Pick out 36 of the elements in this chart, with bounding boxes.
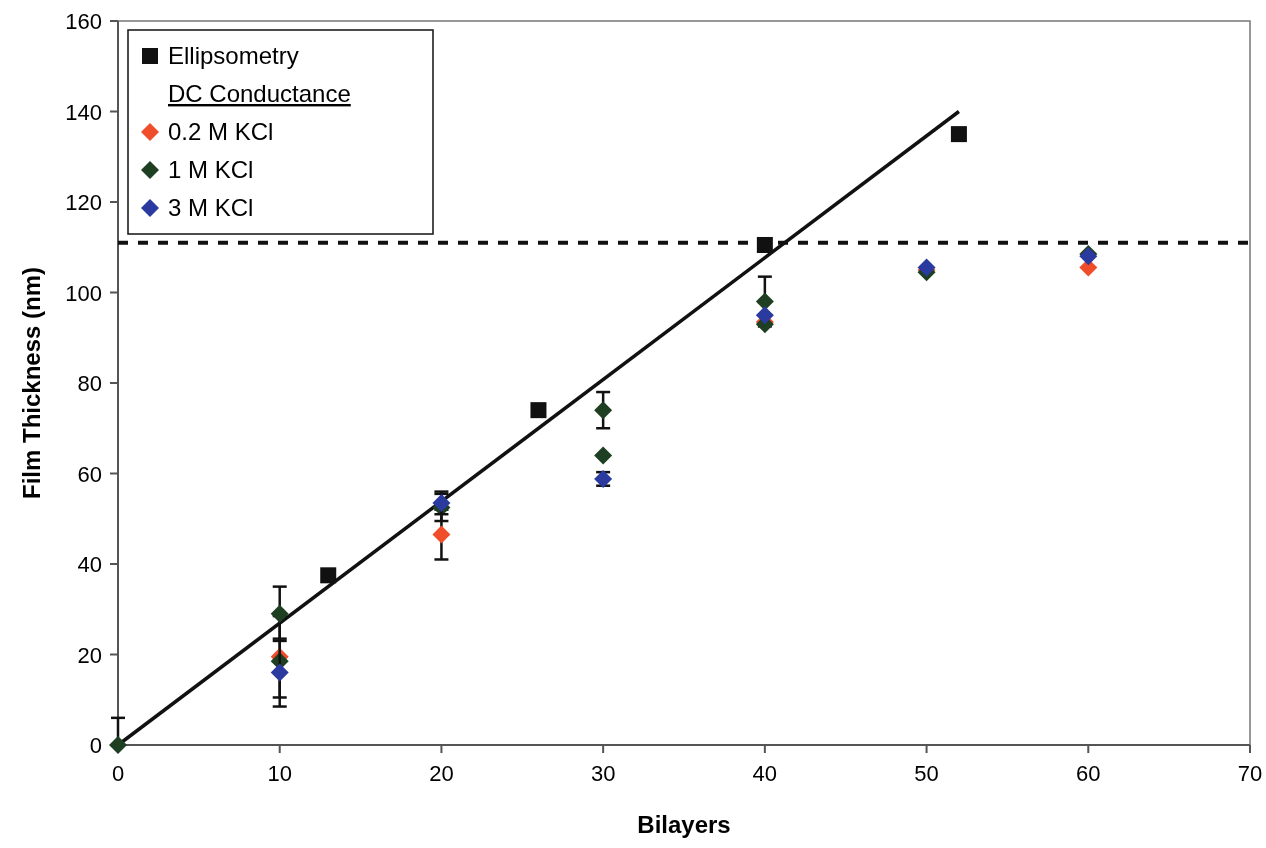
point (756, 236, 773, 253)
y-tick-label: 120 (65, 190, 102, 215)
point (594, 446, 613, 465)
y-tick-label: 80 (77, 371, 102, 396)
legend-label: Ellipsometry (168, 42, 299, 69)
y-tick-label: 100 (65, 280, 102, 306)
x-tick-label: 60 (1076, 761, 1101, 786)
point (530, 402, 547, 419)
point (270, 604, 289, 623)
y-tick-label: 20 (77, 642, 102, 668)
point (755, 292, 774, 311)
point (950, 126, 967, 143)
point (432, 525, 451, 544)
y-tick-label: 0 (89, 733, 102, 758)
point (270, 663, 289, 682)
x-tick-label: 70 (1237, 761, 1263, 786)
point (755, 306, 774, 325)
annotation: DC Conductance (168, 80, 351, 107)
legend-label: 1 M KCl (168, 156, 254, 183)
x-tick-label: 20 (429, 761, 454, 786)
x-axis-title: Bilayers (637, 811, 731, 838)
point (320, 567, 337, 584)
point (109, 736, 127, 754)
point (594, 401, 613, 420)
y-tick-label: 40 (77, 552, 102, 577)
y-axis-title: Film Thickness (nm) (18, 266, 45, 500)
x-tick-label: 0 (111, 761, 125, 786)
x-tick-label: 30 (590, 761, 616, 786)
x-tick-label: 50 (914, 761, 939, 786)
x-tick-label: 10 (267, 761, 292, 786)
y-tick-label: 160 (65, 9, 102, 34)
legend-label: 3 M KCl (168, 194, 254, 221)
legend-label: 0.2 M KCl (168, 118, 274, 145)
y-tick-label: 140 (65, 99, 102, 125)
x-tick-label: 40 (752, 761, 778, 786)
y-tick-label: 60 (77, 461, 102, 487)
